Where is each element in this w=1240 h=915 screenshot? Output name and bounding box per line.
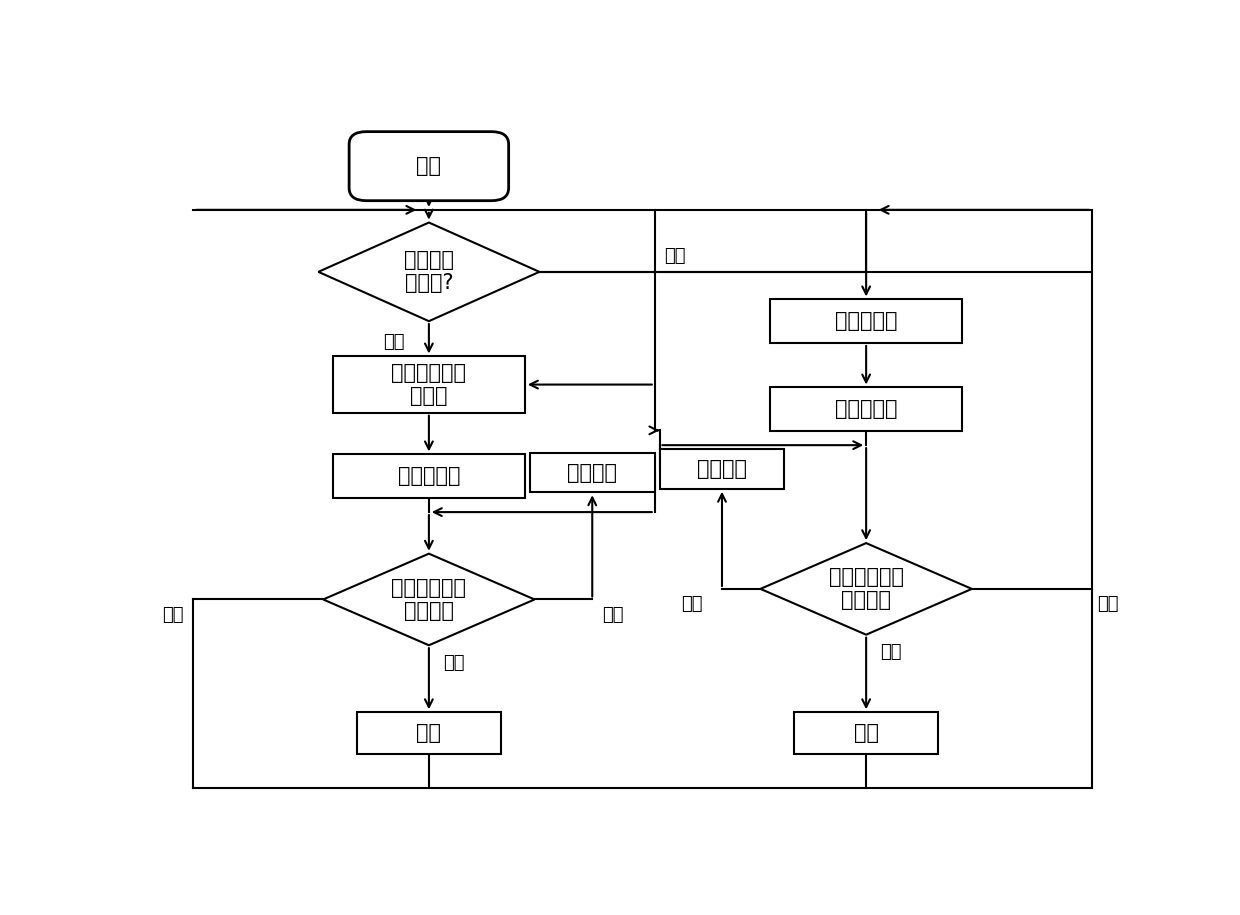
Bar [660, 449, 785, 489]
Text: 返回: 返回 [1096, 596, 1118, 613]
Text: 正弦: 正弦 [383, 333, 404, 351]
Polygon shape [324, 554, 534, 645]
Text: 画图: 画图 [444, 654, 465, 672]
Text: 开始: 开始 [417, 156, 441, 177]
Text: 输出调宽波: 输出调宽波 [835, 399, 898, 419]
Text: 查询记录、画
图或返回: 查询记录、画 图或返回 [828, 567, 904, 610]
Text: 绘图: 绘图 [853, 724, 879, 743]
Text: 返回: 返回 [162, 606, 184, 624]
Text: 查询记录、画
图或返回: 查询记录、画 图或返回 [392, 578, 466, 621]
Bar [770, 299, 962, 343]
Text: 绘图: 绘图 [417, 724, 441, 743]
Bar [529, 453, 655, 492]
Polygon shape [319, 222, 539, 321]
Polygon shape [760, 544, 972, 635]
Text: 设置振幅値、
频率値: 设置振幅値、 频率値 [392, 363, 466, 406]
Text: 画图: 画图 [880, 643, 901, 662]
Bar [332, 357, 525, 413]
Text: 查询正弦
或阶跃?: 查询正弦 或阶跃? [404, 250, 454, 294]
Text: 阶跃: 阶跃 [665, 247, 686, 265]
Bar [357, 712, 501, 755]
Bar [794, 712, 939, 755]
Bar [770, 387, 962, 431]
Text: 输出调宽波: 输出调宽波 [398, 466, 460, 486]
Text: 记录数据: 记录数据 [697, 459, 746, 479]
Text: 记录: 记录 [681, 596, 703, 613]
Text: 记录: 记录 [601, 606, 624, 624]
Bar [332, 455, 525, 498]
FancyBboxPatch shape [350, 132, 508, 200]
Text: 记录数据: 记录数据 [567, 463, 618, 482]
Text: 设置输出値: 设置输出値 [835, 311, 898, 331]
